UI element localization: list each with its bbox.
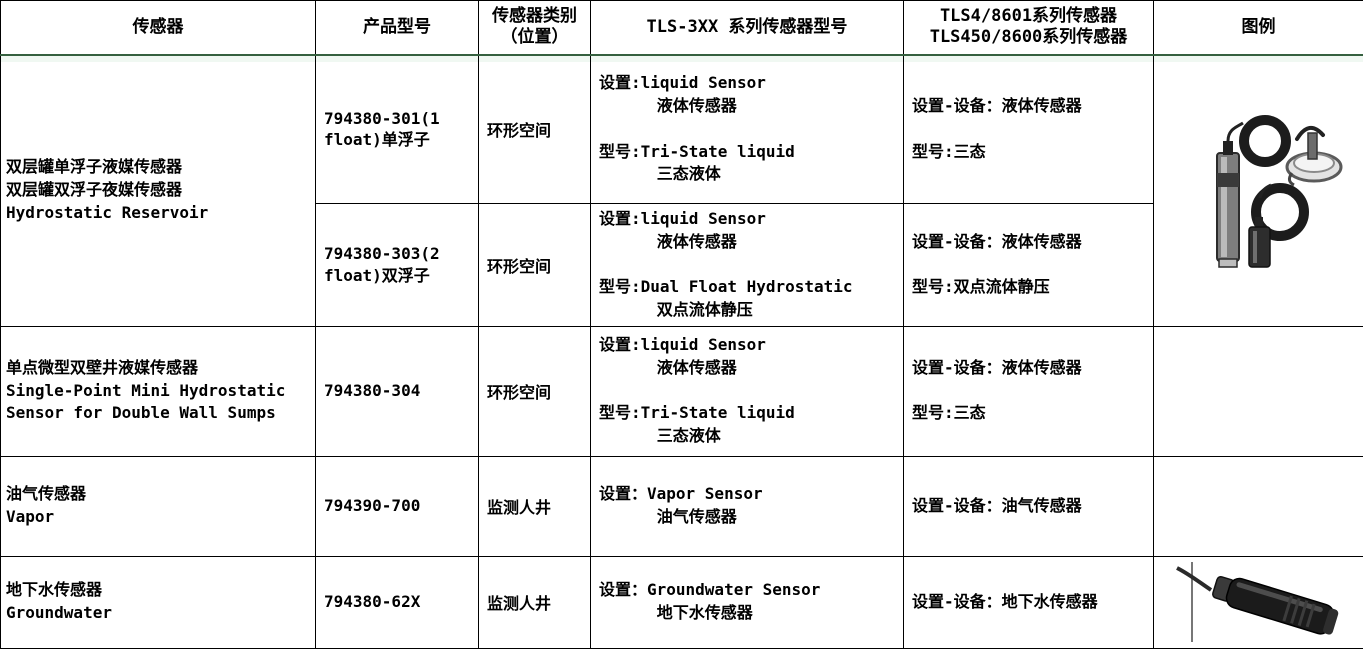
table-row-hydrostatic-2float: 794380-303(2 float)双浮子 环形空间 设置:liquid Se…: [1, 203, 1363, 327]
tls4-settings-cell: 设置-设备：液体传感器 型号:双点流体静压: [903, 203, 1154, 327]
tls4-settings-cell: 设置-设备：液体传感器 型号:三态: [903, 54, 1154, 204]
col-header-sensor: 传感器: [0, 0, 316, 56]
legend-cell: [1153, 455, 1363, 557]
tls3-settings-cell: 设置:liquid Sensor 液体传感器 型号:Dual Float Hyd…: [590, 203, 904, 327]
col-header-legend: 图例: [1153, 0, 1363, 56]
tls3-settings-cell: 设置：Vapor Sensor 油气传感器: [590, 455, 904, 557]
tls3-settings-cell: 设置：Groundwater Sensor 地下水传感器: [590, 555, 904, 649]
tls3-settings-cell: 设置:liquid Sensor 液体传感器 型号:Tri-State liqu…: [590, 325, 904, 457]
legend-cell: [1153, 54, 1363, 327]
tls3-settings-cell: 设置:liquid Sensor 液体传感器 型号:Tri-State liqu…: [590, 54, 904, 204]
tls4-settings-cell: 设置-设备：地下水传感器: [903, 555, 1154, 649]
col-header-tls3: TLS-3XX 系列传感器型号: [590, 0, 904, 56]
tls4-settings-cell: 设置-设备：油气传感器: [903, 455, 1154, 557]
sensor-name-cell: 油气传感器 Vapor: [0, 455, 316, 557]
table-row-hydrostatic-1float: 双层罐单浮子液媒传感器 双层罐双浮子夜媒传感器 Hydrostatic Rese…: [0, 54, 1363, 327]
sensor-name-cell: 单点微型双壁井液媒传感器 Single-Point Mini Hydrostat…: [0, 325, 316, 457]
sensor-category-cell: 环形空间: [478, 203, 591, 327]
tls4-settings-cell: 设置-设备：液体传感器 型号:三态: [903, 325, 1154, 457]
sensor-name-cell: 双层罐单浮子液媒传感器 双层罐双浮子夜媒传感器 Hydrostatic Rese…: [0, 54, 316, 327]
groundwater-sensor-photo: [1175, 562, 1338, 643]
product-model-cell: 794390-700: [315, 455, 479, 557]
col-header-category: 传感器类别 （位置）: [478, 0, 591, 56]
sensor-category-cell: 环形空间: [478, 325, 591, 457]
col-header-model: 产品型号: [315, 0, 479, 56]
col-header-tls4: TLS4/8601系列传感器 TLS450/8600系列传感器: [903, 0, 1154, 56]
product-model-cell: 794380-303(2 float)双浮子: [315, 203, 479, 327]
table-row-groundwater: 地下水传感器 Groundwater 794380-62X 监测人井 设置：Gr…: [0, 555, 1363, 649]
product-model-cell: 794380-304: [315, 325, 479, 457]
header-row: 传感器 产品型号 传感器类别 （位置） TLS-3XX 系列传感器型号 TLS4…: [0, 0, 1363, 56]
product-model-cell: 794380-301(1 float)单浮子: [315, 54, 479, 204]
sensor-category-cell: 监测人井: [478, 455, 591, 557]
product-model-cell: 794380-62X: [315, 555, 479, 649]
table-row-mini-hydrostatic: 单点微型双壁井液媒传感器 Single-Point Mini Hydrostat…: [0, 325, 1363, 457]
hydrostatic-sensors-photo: [1215, 114, 1342, 268]
legend-cell: [1153, 325, 1363, 457]
sensor-category-cell: 监测人井: [478, 555, 591, 649]
sensor-name-cell: 地下水传感器 Groundwater: [0, 555, 316, 649]
table-row-vapor: 油气传感器 Vapor 794390-700 监测人井 设置：Vapor Sen…: [0, 455, 1363, 557]
legend-cell: [1153, 555, 1363, 649]
sensor-category-cell: 环形空间: [478, 54, 591, 204]
